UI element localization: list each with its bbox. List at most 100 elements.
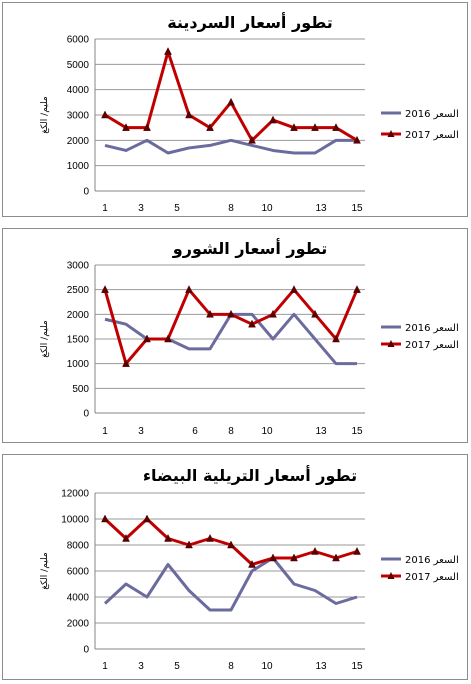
x-tick-label: 10 [261, 203, 273, 214]
series-point [332, 123, 340, 131]
x-tick-label: 15 [351, 426, 363, 437]
x-tick-label: 1 [102, 661, 108, 672]
x-tick-label: 13 [315, 426, 327, 437]
x-tick-label: 3 [138, 661, 144, 672]
series-point [122, 533, 130, 542]
y-tick-label: 8000 [67, 541, 90, 552]
x-tick-label: 8 [228, 661, 234, 672]
series-point [332, 334, 340, 343]
chart-chourou: تطور أسعار الشورو 0 500 1000 1500 2000 2500 300… [40, 238, 459, 437]
x-tick-label: 1 [102, 426, 108, 437]
x-tick-label: 10 [261, 661, 273, 672]
series-point [164, 47, 172, 55]
series-point [269, 115, 277, 124]
y-tick-label: 4000 [67, 593, 90, 604]
chart-title: تطور أسعار الشورو [172, 238, 327, 258]
legend-label: السعر 2016 [405, 323, 459, 334]
series-line [104, 50, 358, 142]
x-tick-label: 15 [351, 203, 363, 214]
legend-label: السعر 2016 [405, 109, 459, 120]
series-point [227, 97, 235, 106]
y-tick-label: 2000 [67, 136, 90, 147]
series-point [311, 123, 319, 131]
series-line [103, 556, 358, 612]
x-tick-label: 8 [228, 203, 234, 214]
y-tick-label: 5000 [67, 60, 90, 71]
chart-title: تطور أسعار التريلية البيضاء [143, 465, 357, 485]
y-tick-label: 3000 [67, 261, 90, 272]
series-point [185, 110, 193, 119]
y-tick-label: 1500 [67, 335, 90, 346]
y-axis-label: مليم/ الكغ [40, 552, 50, 590]
series-line [104, 138, 357, 155]
y-tick-label: 6000 [67, 35, 90, 46]
series-point [143, 334, 151, 343]
series-point [227, 309, 235, 318]
y-tick-label: 3000 [67, 111, 90, 122]
series-point [206, 309, 214, 318]
legend-label: السعر 2017 [405, 130, 459, 141]
series-point [101, 514, 109, 523]
series-point [143, 123, 151, 131]
series-point [206, 123, 214, 131]
series-point [269, 309, 277, 318]
chart-panel-chourou: تطور أسعار الشورو 0 500 1000 1500 2000 2500 300… [2, 228, 468, 443]
series-point [332, 553, 340, 562]
series-point [185, 540, 193, 549]
chart-panel-sardine: تطور أسعار السردينة 0 1000 2000 3000 4000 5000… [2, 2, 468, 217]
series-point [269, 553, 277, 562]
series-point [353, 546, 361, 555]
x-tick-label: 13 [315, 203, 327, 214]
series-point [311, 309, 319, 318]
series-point [248, 319, 256, 328]
series-point [101, 285, 109, 293]
legend-label: السعر 2016 [405, 555, 459, 566]
legend-marker [387, 340, 395, 347]
series-point [311, 546, 319, 555]
series-point [164, 533, 172, 542]
y-tick-label: 4000 [67, 85, 90, 96]
series-point [353, 285, 361, 293]
x-tick-label: 8 [228, 426, 234, 437]
series-point [290, 553, 298, 562]
chart-title: تطور أسعار السردينة [167, 12, 333, 32]
y-tick-label: 2000 [67, 310, 90, 321]
series-point [290, 285, 298, 293]
x-tick-label: 3 [138, 426, 144, 437]
series-point [164, 334, 172, 343]
series-point [248, 559, 256, 568]
series-point [122, 359, 130, 367]
chart-white-trilia: تطور أسعار التريلية البيضاء 0 2000 4000 6000… [40, 465, 459, 672]
series-line [103, 288, 359, 366]
x-tick-label: 6 [192, 426, 198, 437]
legend-marker [387, 130, 395, 137]
x-tick-label: 10 [261, 426, 273, 437]
y-tick-label: 10000 [61, 515, 89, 526]
y-tick-label: 6000 [67, 567, 90, 578]
y-tick-label: 0 [83, 645, 89, 656]
chart-sardine: تطور أسعار السردينة 0 1000 2000 3000 4000 5000… [40, 12, 459, 214]
y-tick-label: 12000 [61, 489, 89, 500]
y-tick-label: 2500 [67, 285, 90, 296]
series-point [353, 135, 361, 144]
series-point [122, 123, 130, 131]
series-point [206, 533, 214, 542]
series-point [101, 110, 109, 119]
x-tick-label: 1 [102, 203, 108, 214]
series-point [143, 514, 151, 523]
series-point [248, 135, 256, 144]
series-point [227, 540, 235, 549]
y-tick-label: 500 [72, 384, 89, 395]
x-tick-label: 5 [174, 203, 180, 214]
x-tick-label: 3 [138, 203, 144, 214]
y-tick-label: 2000 [67, 619, 90, 630]
y-axis-label: مليم/ الكغ [40, 320, 50, 358]
legend-marker [387, 572, 395, 579]
x-tick-label: 13 [315, 661, 327, 672]
legend-label: السعر 2017 [405, 572, 459, 583]
y-tick-label: 0 [83, 409, 89, 420]
y-tick-label: 1000 [67, 359, 90, 370]
x-tick-label: 5 [174, 661, 180, 672]
chart-panel-white-trilia: تطور أسعار التريلية البيضاء 0 2000 4000 6000… [2, 454, 468, 680]
series-point [185, 285, 193, 293]
